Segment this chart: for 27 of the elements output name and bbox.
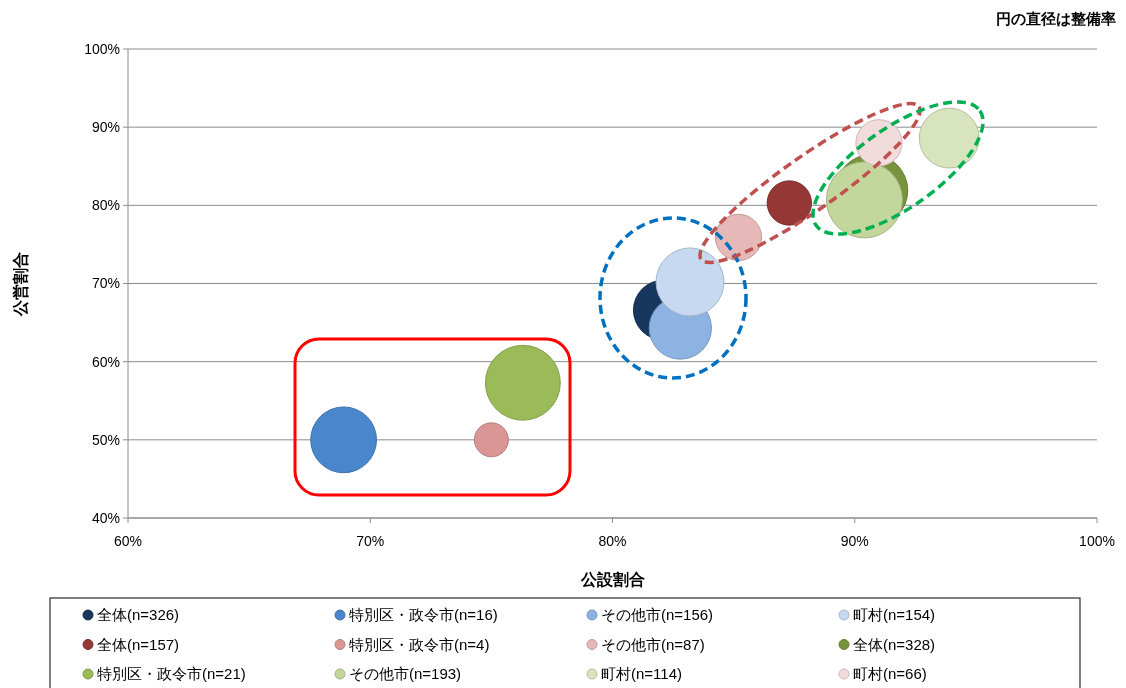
legend-label: その他市(n=156) [601, 606, 714, 624]
y-tick-label: 50% [91, 431, 120, 448]
legend-label: その他市(n=87) [601, 635, 705, 653]
legend-label: 町村(n=154) [853, 606, 936, 624]
x-tick-label: 90% [840, 533, 869, 549]
y-tick-label: 100% [84, 40, 120, 57]
x-tick-label: 80% [598, 533, 627, 549]
text: 円の直径は整備率 [996, 10, 1116, 27]
x-tick-label: 60% [113, 533, 143, 549]
legend-label: 町村(n=114) [601, 665, 683, 683]
legend-label: 特別区・政令市(n=21) [97, 665, 246, 683]
legend-label: 特別区・政令市(n=4) [349, 635, 490, 653]
y-axis-title: 公営割合 [12, 251, 29, 317]
legend-label: 町村(n=66) [853, 665, 927, 683]
legend-label: 全体(n=328) [853, 635, 936, 653]
x-tick-label: 70% [356, 533, 385, 549]
legend-label: その他市(n=193) [349, 665, 462, 683]
y-tick-label: 40% [91, 509, 120, 526]
y-tick-label: 60% [91, 353, 120, 370]
legend-label: 特別区・政令市(n=16) [349, 606, 498, 624]
y-tick-label: 70% [91, 275, 120, 292]
y-tick-label: 80% [91, 197, 120, 214]
legend-label: 全体(n=326) [97, 606, 180, 624]
legend-label: 全体(n=157) [97, 635, 180, 653]
x-axis-title: 公設割合 [579, 571, 645, 588]
y-tick-label: 90% [91, 119, 120, 136]
x-tick-label: 100% [1079, 533, 1115, 549]
